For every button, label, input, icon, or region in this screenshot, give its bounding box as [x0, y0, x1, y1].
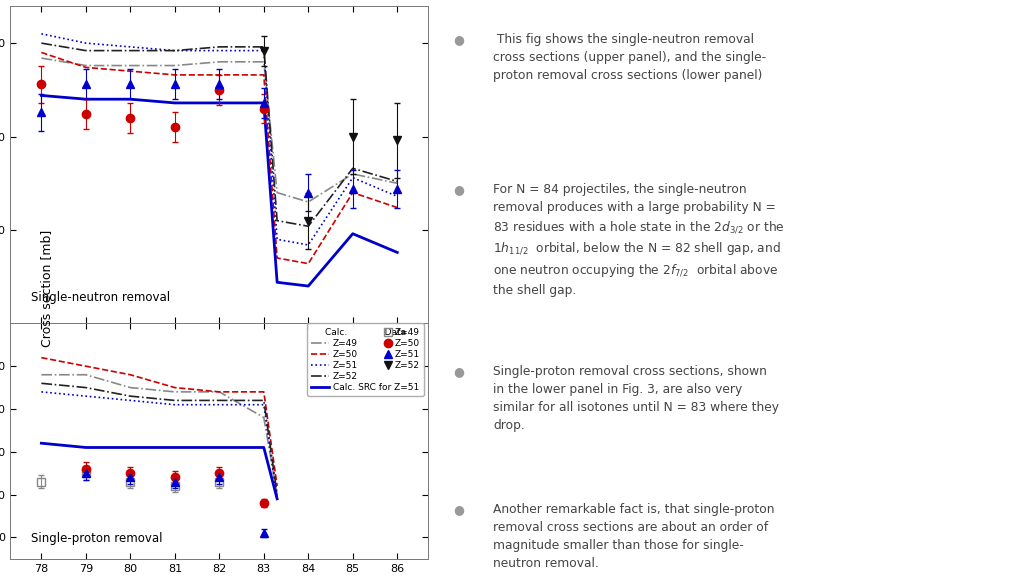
Text: Single-proton removal: Single-proton removal	[31, 532, 163, 544]
Text: This fig shows the single-neutron removal
cross sections (upper panel), and the : This fig shows the single-neutron remova…	[494, 33, 766, 82]
Text: ●: ●	[454, 33, 465, 47]
Text: For N = 84 projectiles, the single-neutron
removal produces with a large probabi: For N = 84 projectiles, the single-neutr…	[494, 183, 785, 297]
Text: Another remarkable fact is, that single-proton
removal cross sections are about : Another remarkable fact is, that single-…	[494, 503, 775, 570]
Text: ●: ●	[454, 183, 465, 196]
Text: Single-neutron removal: Single-neutron removal	[31, 291, 170, 304]
Text: ●: ●	[454, 365, 465, 378]
Legend: Z=49, Z=50, Z=51, Z=52: Z=49, Z=50, Z=51, Z=52	[382, 323, 424, 374]
Text: ●: ●	[454, 503, 465, 517]
Text: Cross section [mb]: Cross section [mb]	[40, 229, 52, 347]
Text: Single-proton removal cross sections, shown
in the lower panel in Fig. 3, are al: Single-proton removal cross sections, sh…	[494, 365, 779, 432]
